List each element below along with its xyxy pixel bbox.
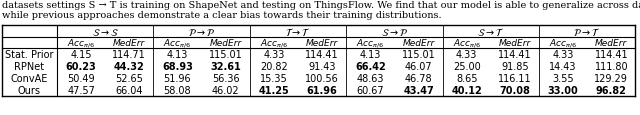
Text: 51.96: 51.96 <box>164 73 191 83</box>
Text: MedErr: MedErr <box>595 39 627 48</box>
Text: $\mathcal{S} \rightarrow \mathcal{S}$: $\mathcal{S} \rightarrow \mathcal{S}$ <box>92 26 118 37</box>
Text: $\mathcal{S} \rightarrow \mathcal{P}$: $\mathcal{S} \rightarrow \mathcal{P}$ <box>381 26 408 37</box>
Text: $\mathcal{S} \rightarrow \mathcal{T}$: $\mathcal{S} \rightarrow \mathcal{T}$ <box>477 26 504 38</box>
Text: $\mathcal{P} \rightarrow \mathcal{T}$: $\mathcal{P} \rightarrow \mathcal{T}$ <box>573 26 601 38</box>
Text: 129.29: 129.29 <box>595 73 628 83</box>
Text: 91.43: 91.43 <box>308 61 336 71</box>
Text: RPNet: RPNet <box>15 61 45 71</box>
Text: MedErr: MedErr <box>113 39 145 48</box>
Text: 20.82: 20.82 <box>260 61 288 71</box>
Text: $Acc_{\pi/6}$: $Acc_{\pi/6}$ <box>67 37 95 49</box>
Text: 4.33: 4.33 <box>552 50 574 59</box>
Text: 4.15: 4.15 <box>70 50 92 59</box>
Text: 115.01: 115.01 <box>209 50 243 59</box>
Text: 60.67: 60.67 <box>356 85 384 95</box>
Text: $Acc_{\pi/6}$: $Acc_{\pi/6}$ <box>356 37 385 49</box>
Text: 100.56: 100.56 <box>305 73 339 83</box>
Text: 4.33: 4.33 <box>263 50 285 59</box>
Text: $Acc_{\pi/6}$: $Acc_{\pi/6}$ <box>452 37 481 49</box>
Text: 33.00: 33.00 <box>548 85 579 95</box>
Text: 41.25: 41.25 <box>259 85 289 95</box>
Text: 40.12: 40.12 <box>451 85 482 95</box>
Text: $Acc_{\pi/6}$: $Acc_{\pi/6}$ <box>260 37 288 49</box>
Text: 4.33: 4.33 <box>456 50 477 59</box>
Text: $\mathcal{T} \rightarrow \mathcal{T}$: $\mathcal{T} \rightarrow \mathcal{T}$ <box>285 26 311 38</box>
Text: 46.78: 46.78 <box>404 73 432 83</box>
Text: 68.93: 68.93 <box>162 61 193 71</box>
Text: 32.61: 32.61 <box>211 61 241 71</box>
Text: 25.00: 25.00 <box>453 61 481 71</box>
Text: $Acc_{\pi/6}$: $Acc_{\pi/6}$ <box>549 37 577 49</box>
Text: 111.80: 111.80 <box>595 61 628 71</box>
Text: 52.65: 52.65 <box>115 73 143 83</box>
Text: 114.41: 114.41 <box>498 50 532 59</box>
Text: 114.41: 114.41 <box>305 50 339 59</box>
Text: while previous approaches demonstrate a clear bias towards their training distri: while previous approaches demonstrate a … <box>2 11 442 20</box>
Text: 115.01: 115.01 <box>402 50 435 59</box>
Text: 60.23: 60.23 <box>66 61 97 71</box>
Text: 8.65: 8.65 <box>456 73 477 83</box>
Text: MedErr: MedErr <box>209 39 242 48</box>
Text: 43.47: 43.47 <box>403 85 434 95</box>
Text: 3.55: 3.55 <box>552 73 574 83</box>
Text: 66.04: 66.04 <box>116 85 143 95</box>
Text: 66.42: 66.42 <box>355 61 386 71</box>
Text: ConvAE: ConvAE <box>11 73 48 83</box>
Text: 46.02: 46.02 <box>212 85 239 95</box>
Text: 96.82: 96.82 <box>596 85 627 95</box>
Text: 70.08: 70.08 <box>499 85 531 95</box>
Text: 4.13: 4.13 <box>167 50 188 59</box>
Text: 46.07: 46.07 <box>404 61 432 71</box>
Text: 15.35: 15.35 <box>260 73 288 83</box>
Text: Ours: Ours <box>18 85 41 95</box>
Text: 48.63: 48.63 <box>356 73 384 83</box>
Text: $Acc_{\pi/6}$: $Acc_{\pi/6}$ <box>163 37 191 49</box>
Text: 114.41: 114.41 <box>595 50 628 59</box>
Text: $\mathcal{P} \rightarrow \mathcal{P}$: $\mathcal{P} \rightarrow \mathcal{P}$ <box>188 26 215 37</box>
Text: 58.08: 58.08 <box>164 85 191 95</box>
Text: 50.49: 50.49 <box>67 73 95 83</box>
Text: 91.85: 91.85 <box>501 61 529 71</box>
Text: 61.96: 61.96 <box>307 85 337 95</box>
Text: 116.11: 116.11 <box>498 73 532 83</box>
Text: MedErr: MedErr <box>306 39 338 48</box>
Text: Stat. Prior: Stat. Prior <box>5 50 54 59</box>
Text: 14.43: 14.43 <box>549 61 577 71</box>
Text: 44.32: 44.32 <box>114 61 145 71</box>
Text: 47.57: 47.57 <box>67 85 95 95</box>
Text: datasets settings S → T is training on ShapeNet and testing on ThingsFlow. We fi: datasets settings S → T is training on S… <box>2 1 640 10</box>
Text: MedErr: MedErr <box>403 39 435 48</box>
Text: 114.71: 114.71 <box>113 50 146 59</box>
Text: 56.36: 56.36 <box>212 73 239 83</box>
Text: 4.13: 4.13 <box>360 50 381 59</box>
Text: MedErr: MedErr <box>499 39 531 48</box>
